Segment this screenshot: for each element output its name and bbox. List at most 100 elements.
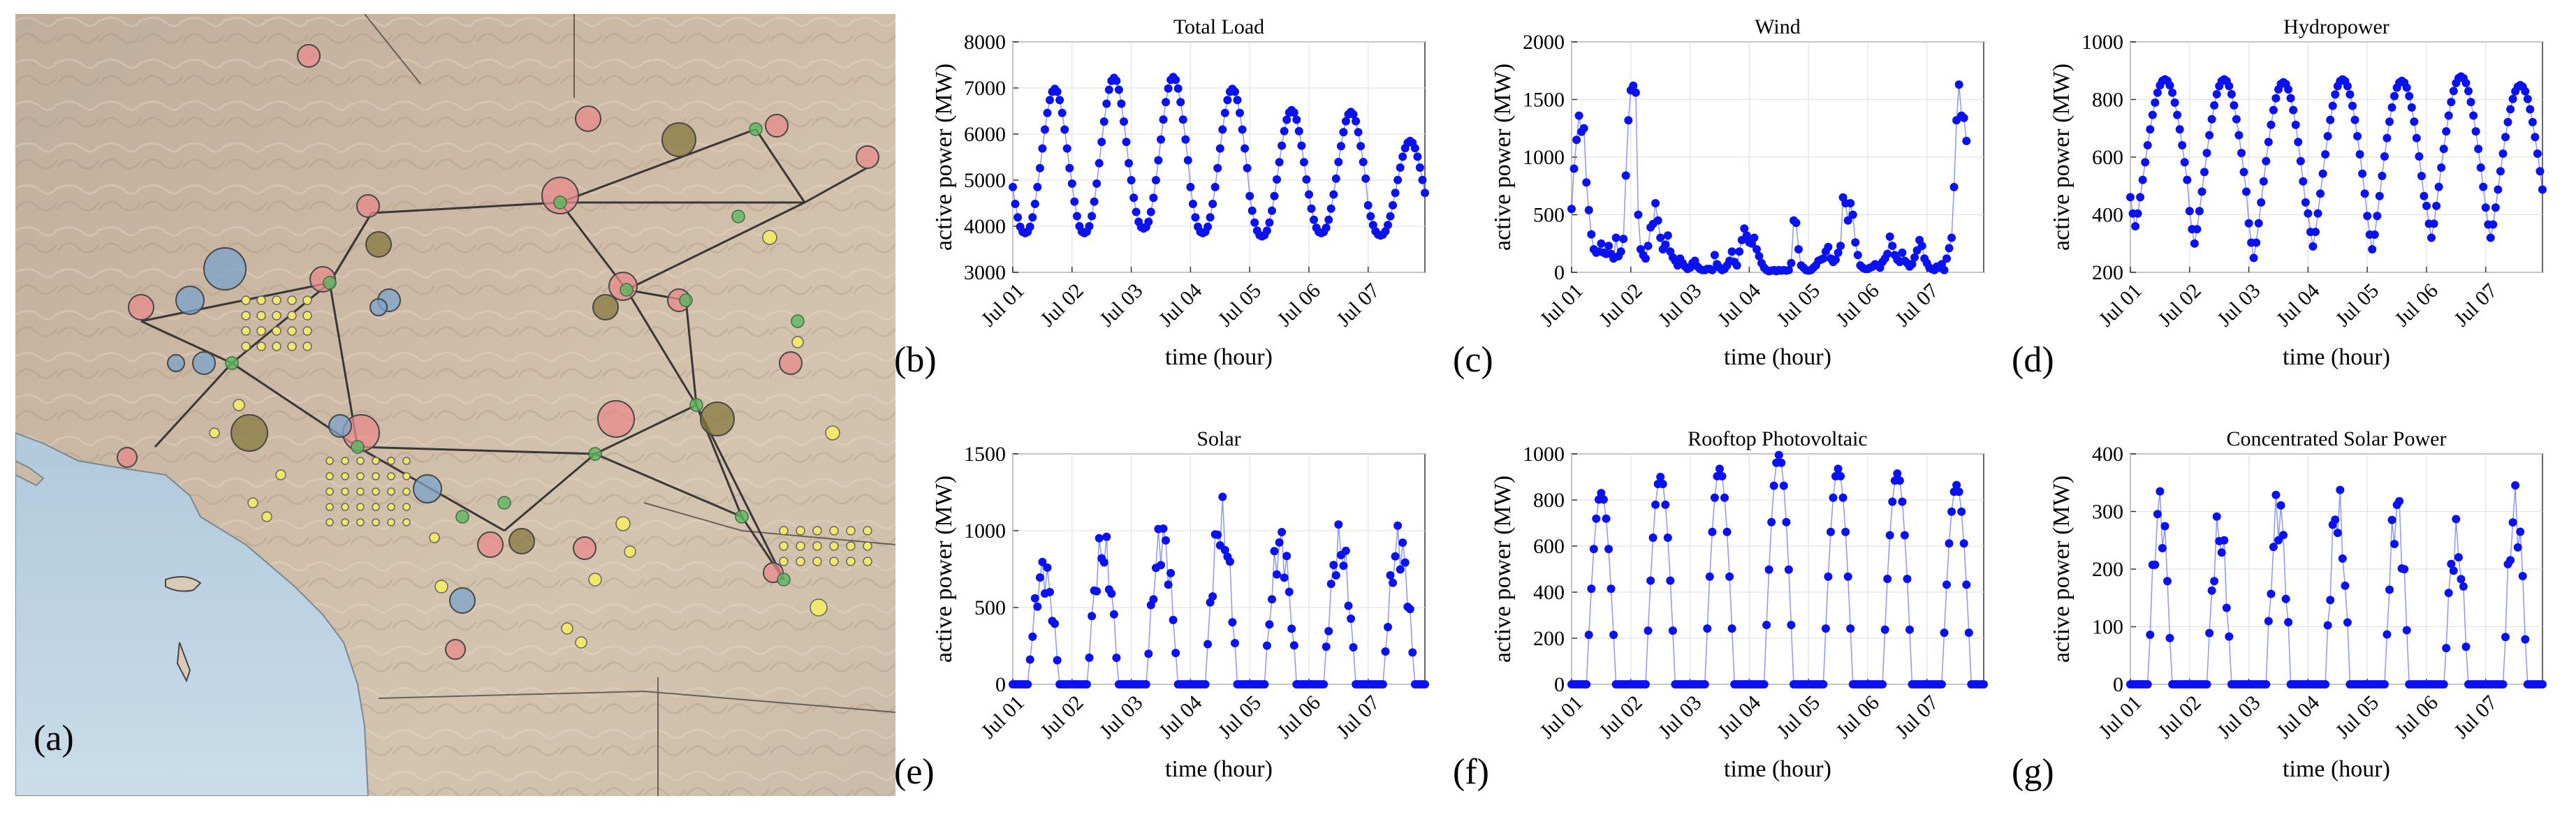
data-point: [1821, 624, 1830, 633]
data-point: [1171, 649, 1180, 658]
x-axis-label: time (hour): [1165, 344, 1273, 370]
data-point: [2513, 543, 2522, 552]
data-point: [2521, 87, 2530, 96]
data-point: [2447, 559, 2456, 568]
data-point: [1607, 584, 1616, 594]
chart-csp: 0 100 200 300 400 Jul 01 Jul 02 Jul 03 Jul 04 Jul…: [2012, 426, 2570, 817]
chart-title: Hydropower: [2283, 15, 2390, 38]
data-point: [2205, 628, 2214, 638]
data-point: [2326, 115, 2335, 124]
data-point: [1393, 521, 1403, 530]
data-point: [1834, 248, 1843, 257]
chart-rooftop-pv: 0 200 400 600 800 1000 Jul 01 Jul 02 Jul 03 Jul 0…: [1453, 426, 2012, 817]
solar-site-marker: [341, 518, 349, 527]
data-point: [1646, 576, 1655, 585]
data-point: [1710, 493, 1719, 502]
data-point: [2442, 644, 2451, 653]
data-point: [1964, 628, 1973, 638]
data-point: [2405, 91, 2414, 101]
data-point: [1602, 514, 1611, 523]
solar-site-marker: [575, 636, 587, 649]
data-point: [1289, 641, 1298, 650]
data-point: [2523, 94, 2532, 103]
data-point: [2479, 182, 2488, 191]
data-point: [2274, 536, 2283, 545]
data-point: [1265, 218, 1274, 227]
data-point: [2146, 631, 2155, 639]
data-point: [1567, 205, 1576, 214]
data-point: [1349, 643, 1358, 652]
data-point: [1292, 115, 1301, 124]
data-point: [2230, 101, 2239, 110]
data-point: [2299, 177, 2308, 186]
y-tick-label: 1000: [964, 520, 1006, 543]
data-point: [1648, 533, 1657, 542]
data-point: [1755, 251, 1764, 260]
plant-marker: [541, 177, 579, 214]
data-point: [2259, 177, 2268, 186]
data-point: [1727, 247, 1736, 256]
data-point: [1957, 507, 1966, 516]
substation-marker: [553, 196, 567, 209]
data-point: [1942, 580, 1951, 589]
x-tick-label: Jul 04: [2272, 691, 2325, 744]
data-point: [1141, 680, 1150, 689]
data-point: [1280, 126, 1289, 135]
data-point: [2148, 110, 2157, 119]
data-point: [1282, 552, 1291, 561]
data-point: [2131, 222, 2140, 230]
data-point: [1722, 527, 1732, 536]
data-point: [1088, 612, 1097, 621]
data-point: [1095, 533, 1104, 543]
solar-site-marker: [434, 580, 448, 594]
data-point: [1210, 182, 1220, 191]
data-point: [1208, 200, 1217, 208]
data-point: [2264, 617, 2273, 626]
data-point: [1389, 578, 1398, 587]
substation-marker: [777, 573, 791, 587]
y-tick-label: 0: [995, 673, 1006, 696]
data-point: [1164, 580, 1173, 589]
x-tick-label: Jul 05: [1214, 279, 1266, 332]
data-point: [2353, 132, 2362, 140]
data-point: [2244, 219, 2253, 228]
data-point: [1062, 144, 1071, 153]
data-point: [2202, 149, 2211, 158]
data-point: [1294, 126, 1303, 135]
data-point: [1359, 158, 1368, 166]
data-point: [2535, 167, 2545, 176]
data-point: [2390, 91, 2399, 101]
data-point: [1053, 656, 1062, 665]
solar-site-marker: [272, 326, 281, 336]
solar-site-marker: [256, 311, 266, 321]
data-point: [1051, 619, 1060, 628]
data-point: [1092, 587, 1102, 596]
data-point: [2511, 481, 2520, 490]
solar-site-marker: [387, 503, 395, 511]
data-point: [1218, 125, 1227, 134]
data-point: [1705, 572, 1714, 581]
y-tick-label: 800: [1533, 489, 1565, 512]
data-point: [2503, 117, 2512, 126]
data-point: [1908, 260, 1917, 269]
data-point: [1260, 680, 1269, 689]
data-point: [1038, 557, 1047, 566]
substation-marker: [735, 510, 749, 524]
data-point: [1621, 171, 1630, 180]
substation-marker: [679, 293, 693, 307]
data-point: [1700, 680, 1709, 689]
data-point: [2538, 680, 2547, 689]
data-point: [2538, 185, 2547, 194]
data-point: [1661, 500, 1670, 509]
data-point: [2348, 101, 2357, 110]
data-point: [2193, 225, 2202, 234]
plant-marker: [192, 351, 216, 375]
data-point: [1582, 680, 1591, 689]
data-point: [1841, 527, 1850, 536]
data-point: [1107, 589, 1116, 598]
x-axis-label: time (hour): [2283, 756, 2390, 782]
y-tick-label: 1000: [1523, 146, 1565, 169]
data-point: [1666, 576, 1675, 585]
data-point: [2133, 209, 2142, 218]
substation-marker: [731, 209, 745, 223]
